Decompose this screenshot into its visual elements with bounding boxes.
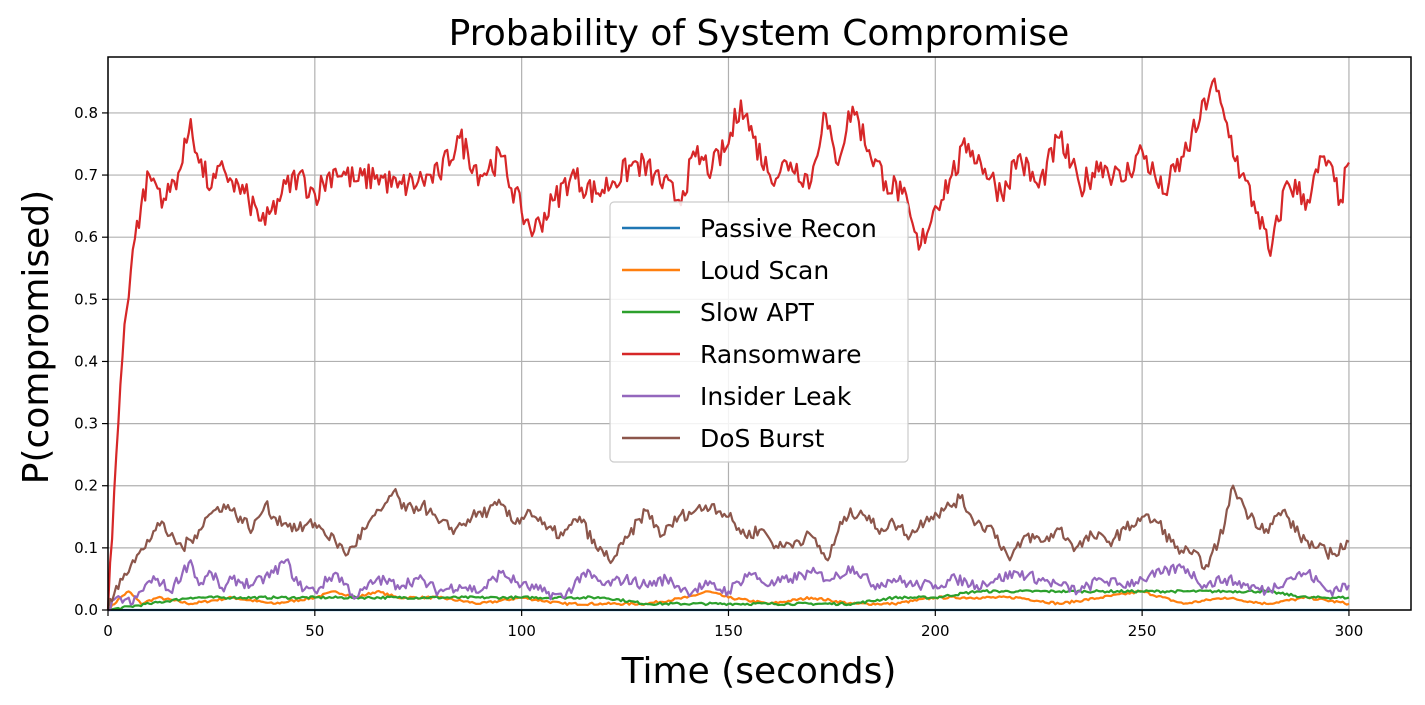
x-axis-title: Time (seconds) bbox=[621, 651, 897, 692]
legend-label: Insider Leak bbox=[700, 382, 852, 411]
legend-label: Loud Scan bbox=[700, 256, 829, 285]
legend-box bbox=[609, 201, 909, 463]
series-line-slow-apt bbox=[107, 589, 1350, 612]
x-tick-label: 0 bbox=[103, 622, 113, 640]
y-tick-label: 0.8 bbox=[74, 104, 98, 122]
legend-label: Passive Recon bbox=[700, 214, 877, 243]
x-tick-label: 100 bbox=[507, 622, 536, 640]
y-axis-title: P(compromised) bbox=[16, 190, 57, 484]
x-tick-label: 50 bbox=[305, 622, 324, 640]
legend: Passive Recon Loud Scan Slow APT Ransomware… bbox=[609, 201, 909, 463]
plot-area bbox=[106, 77, 1350, 612]
x-tick-label: 200 bbox=[921, 622, 950, 640]
y-tick-label: 0.3 bbox=[74, 415, 98, 433]
y-axis-ticks: 0.0 0.1 0.2 0.3 0.4 0.5 0.6 0.7 0.8 bbox=[74, 104, 108, 619]
legend-label: Slow APT bbox=[700, 298, 815, 327]
chart-title: Probability of System Compromise bbox=[449, 13, 1070, 54]
series-lines bbox=[106, 77, 1350, 612]
x-axis-ticks: 0 50 100 150 200 250 300 bbox=[103, 610, 1363, 640]
y-tick-label: 0.5 bbox=[74, 290, 98, 308]
y-tick-label: 0.7 bbox=[74, 166, 98, 184]
y-tick-label: 0.2 bbox=[74, 477, 98, 495]
series-line-dos-burst bbox=[106, 484, 1350, 611]
x-tick-label: 300 bbox=[1335, 622, 1364, 640]
x-tick-label: 250 bbox=[1128, 622, 1157, 640]
y-tick-label: 0.6 bbox=[74, 228, 98, 246]
legend-label: Ransomware bbox=[700, 340, 862, 369]
legend-items: Passive Recon Loud Scan Slow APT Ransomware… bbox=[622, 214, 877, 453]
axes-frame bbox=[107, 56, 1412, 611]
legend-label: DoS Burst bbox=[700, 424, 825, 453]
series-line-ransomware bbox=[106, 77, 1350, 611]
y-tick-label: 0.4 bbox=[74, 352, 98, 370]
series-line-insider-leak bbox=[108, 558, 1350, 612]
y-tick-label: 0.1 bbox=[74, 539, 98, 557]
y-tick-label: 0.0 bbox=[74, 601, 98, 619]
x-tick-label: 150 bbox=[714, 622, 743, 640]
